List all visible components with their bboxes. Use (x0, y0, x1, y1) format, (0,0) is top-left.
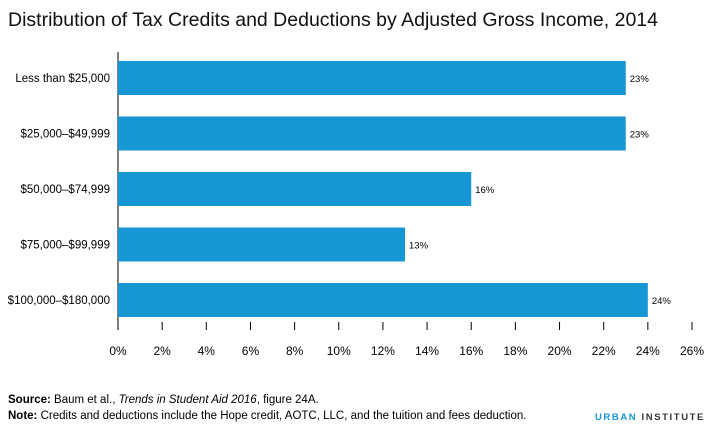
x-tick-label: 12% (371, 344, 395, 358)
note-text: Credits and deductions include the Hope … (37, 410, 527, 422)
data-label: 16% (475, 185, 495, 196)
data-label: 23% (630, 130, 650, 141)
x-tick-label: 0% (109, 344, 127, 358)
x-tick-label: 26% (680, 344, 704, 358)
source-suffix: , figure 24A. (256, 394, 319, 406)
x-tick-label: 8% (286, 344, 304, 358)
source-line: Source: Baum et al., Trends in Student A… (8, 392, 526, 408)
x-tick-label: 16% (459, 344, 483, 358)
x-tick-label: 20% (548, 344, 572, 358)
x-tick-label: 18% (503, 344, 527, 358)
bar (118, 283, 648, 317)
bar (118, 227, 405, 262)
urban-institute-logo: URBAN INSTITUTE (595, 412, 705, 423)
x-tick-label: 24% (636, 344, 660, 358)
note-label: Note: (8, 410, 38, 422)
chart-title: Distribution of Tax Credits and Deductio… (8, 9, 658, 31)
bar (118, 61, 626, 95)
brand-part-1: URBAN (594, 412, 638, 423)
note-line: Note: Credits and deductions include the… (8, 408, 526, 424)
category-label: $100,000–$180,000 (8, 295, 110, 307)
x-tick-label: 2% (153, 344, 171, 358)
x-tick-label: 14% (415, 344, 439, 358)
x-tick-label: 6% (242, 344, 260, 358)
category-label: Less than $25,000 (15, 73, 110, 85)
bar (118, 172, 472, 206)
x-tick-label: 10% (327, 344, 351, 358)
source-label: Source: (8, 394, 51, 406)
brand-part-2: INSTITUTE (641, 412, 705, 423)
x-tick-label: 4% (198, 344, 216, 358)
data-label: 23% (630, 74, 650, 85)
bar (118, 116, 626, 151)
chart-footer: Source: Baum et al., Trends in Student A… (8, 392, 526, 424)
source-title: Trends in Student Aid 2016 (118, 394, 257, 406)
category-label: $25,000–$49,999 (20, 129, 110, 141)
category-label: $75,000–$99,999 (20, 240, 110, 252)
data-label: 13% (409, 241, 429, 252)
x-tick-label: 22% (592, 344, 616, 358)
source-prefix: Baum et al., (50, 394, 119, 406)
category-label: $50,000–$74,999 (20, 184, 110, 196)
data-label: 24% (652, 296, 672, 307)
